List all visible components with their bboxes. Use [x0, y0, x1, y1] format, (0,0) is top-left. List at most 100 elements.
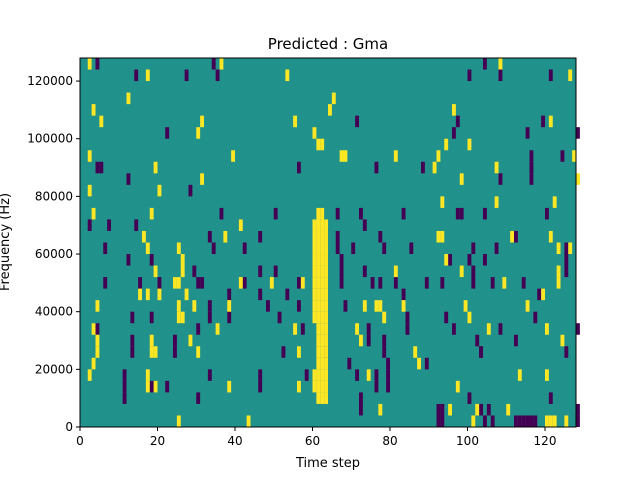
heatmap-cell-high [324, 219, 329, 231]
heatmap-cell-low [483, 415, 487, 427]
heatmap-cell-high [157, 288, 162, 301]
heatmap-cell-high [459, 173, 464, 185]
heatmap-cell-low [440, 403, 445, 416]
heatmap-cell-high [316, 242, 321, 255]
heatmap-cell-high [91, 207, 96, 220]
heatmap-cell-high [231, 150, 236, 162]
heatmap-cell-high [157, 184, 162, 197]
heatmap-cell-low [541, 115, 546, 128]
heatmap-cell-low [560, 150, 565, 162]
heatmap-cell-high [316, 323, 321, 335]
heatmap-cell-high [506, 403, 511, 416]
heatmap-cell-low [576, 403, 580, 416]
heatmap-cell-high [269, 277, 274, 289]
heatmap-cell-high [91, 357, 96, 370]
heatmap-cell-low [521, 415, 526, 427]
heatmap-cell-high [568, 242, 573, 255]
heatmap-cell-low [339, 265, 344, 278]
heatmap-cell-high [320, 392, 325, 404]
heatmap-cell-low [370, 277, 375, 289]
heatmap-cell-high [153, 346, 158, 358]
heatmap-cell-high [432, 161, 437, 174]
heatmap-cell-low [273, 265, 278, 278]
heatmap-cell-low [207, 300, 212, 312]
heatmap-cell-high [320, 207, 325, 220]
heatmap-cell-high [316, 254, 321, 266]
x-tick-label: 80 [382, 434, 397, 448]
heatmap-cell-low [122, 380, 127, 393]
heatmap-cell-low [207, 369, 212, 381]
heatmap-cell-high [548, 230, 553, 243]
heatmap-cell-high [176, 277, 181, 289]
heatmap-cell-high [459, 265, 464, 278]
heatmap-cell-high [556, 265, 561, 278]
heatmap-cell-high [320, 138, 325, 151]
y-tick-label: 120000 [27, 74, 73, 88]
heatmap-cell-high [316, 392, 321, 404]
heatmap-cell-high [463, 300, 468, 312]
heatmap-cell-low [173, 346, 177, 358]
heatmap-cell-high [312, 288, 317, 301]
heatmap-cell-high [300, 277, 305, 289]
heatmap-cell-low [455, 207, 460, 220]
heatmap-cell-low [424, 357, 429, 370]
y-axis: 0 20000 40000 60000 80000 100000 120000 [27, 74, 80, 434]
heatmap-cell-high [339, 150, 344, 162]
heatmap-cell-low [514, 334, 518, 347]
heatmap-cell-high [180, 254, 185, 266]
x-tick-label: 100 [456, 434, 479, 448]
heatmap-cell-low [564, 254, 569, 266]
heatmap-cell-high [87, 184, 92, 197]
heatmap-cell-high [320, 346, 325, 358]
heatmap-cell-low [130, 311, 135, 324]
heatmap-cell-high [525, 300, 530, 312]
heatmap-cell-high [312, 265, 317, 278]
heatmap-cell-low [126, 173, 131, 185]
heatmap-cell-high [328, 104, 332, 116]
heatmap-cell-high [545, 415, 549, 427]
heatmap-cell-low [258, 369, 263, 381]
heatmap-cell-high [316, 230, 321, 243]
heatmap-cell-high [316, 277, 321, 289]
heatmap-cell-low [335, 242, 340, 255]
heatmap-cell-low [374, 161, 379, 174]
heatmap-cell-high [545, 369, 549, 381]
heatmap-cell-low [149, 311, 154, 324]
x-axis-label: Time step [295, 456, 360, 471]
heatmap-cell-high [312, 127, 317, 139]
heatmap-cell-high [87, 150, 92, 162]
heatmap-cell-high [149, 207, 154, 220]
heatmap-cell-high [324, 357, 329, 370]
heatmap-cell-low [130, 334, 135, 347]
heatmap-cell-low [545, 207, 549, 220]
heatmap-cell-high [149, 334, 154, 347]
heatmap-cell-low [258, 265, 263, 278]
y-tick-label: 100000 [27, 132, 73, 146]
heatmap-cell-low [219, 207, 224, 220]
heatmap-cell-high [192, 300, 197, 312]
heatmap-cell-high [196, 127, 201, 139]
heatmap-cell-high [153, 161, 158, 174]
heatmap-cell-low [351, 242, 356, 255]
heatmap-cell-low [258, 380, 263, 393]
heatmap-cell-high [324, 323, 329, 335]
heatmap-cell-high [238, 277, 243, 289]
heatmap-cell-high [153, 265, 158, 278]
heatmap-cell-low [366, 323, 371, 335]
heatmap-cell-low [471, 242, 476, 255]
heatmap-cell-low [440, 277, 445, 289]
heatmap-cell-high [312, 242, 317, 255]
heatmap-cell-low [157, 277, 162, 289]
heatmap-cell-low [479, 403, 484, 416]
heatmap-cell-low [576, 415, 580, 427]
heatmap-cell-high [413, 346, 418, 358]
heatmap-cell-high [316, 288, 321, 301]
heatmap-cell-low [517, 415, 522, 427]
heatmap-cell-high [440, 196, 445, 208]
heatmap-cell-high [320, 219, 325, 231]
heatmap-cell-high [320, 288, 325, 301]
heatmap-cell-low [273, 207, 278, 220]
heatmap-cell-high [494, 161, 499, 174]
heatmap-cell-high [343, 150, 348, 162]
